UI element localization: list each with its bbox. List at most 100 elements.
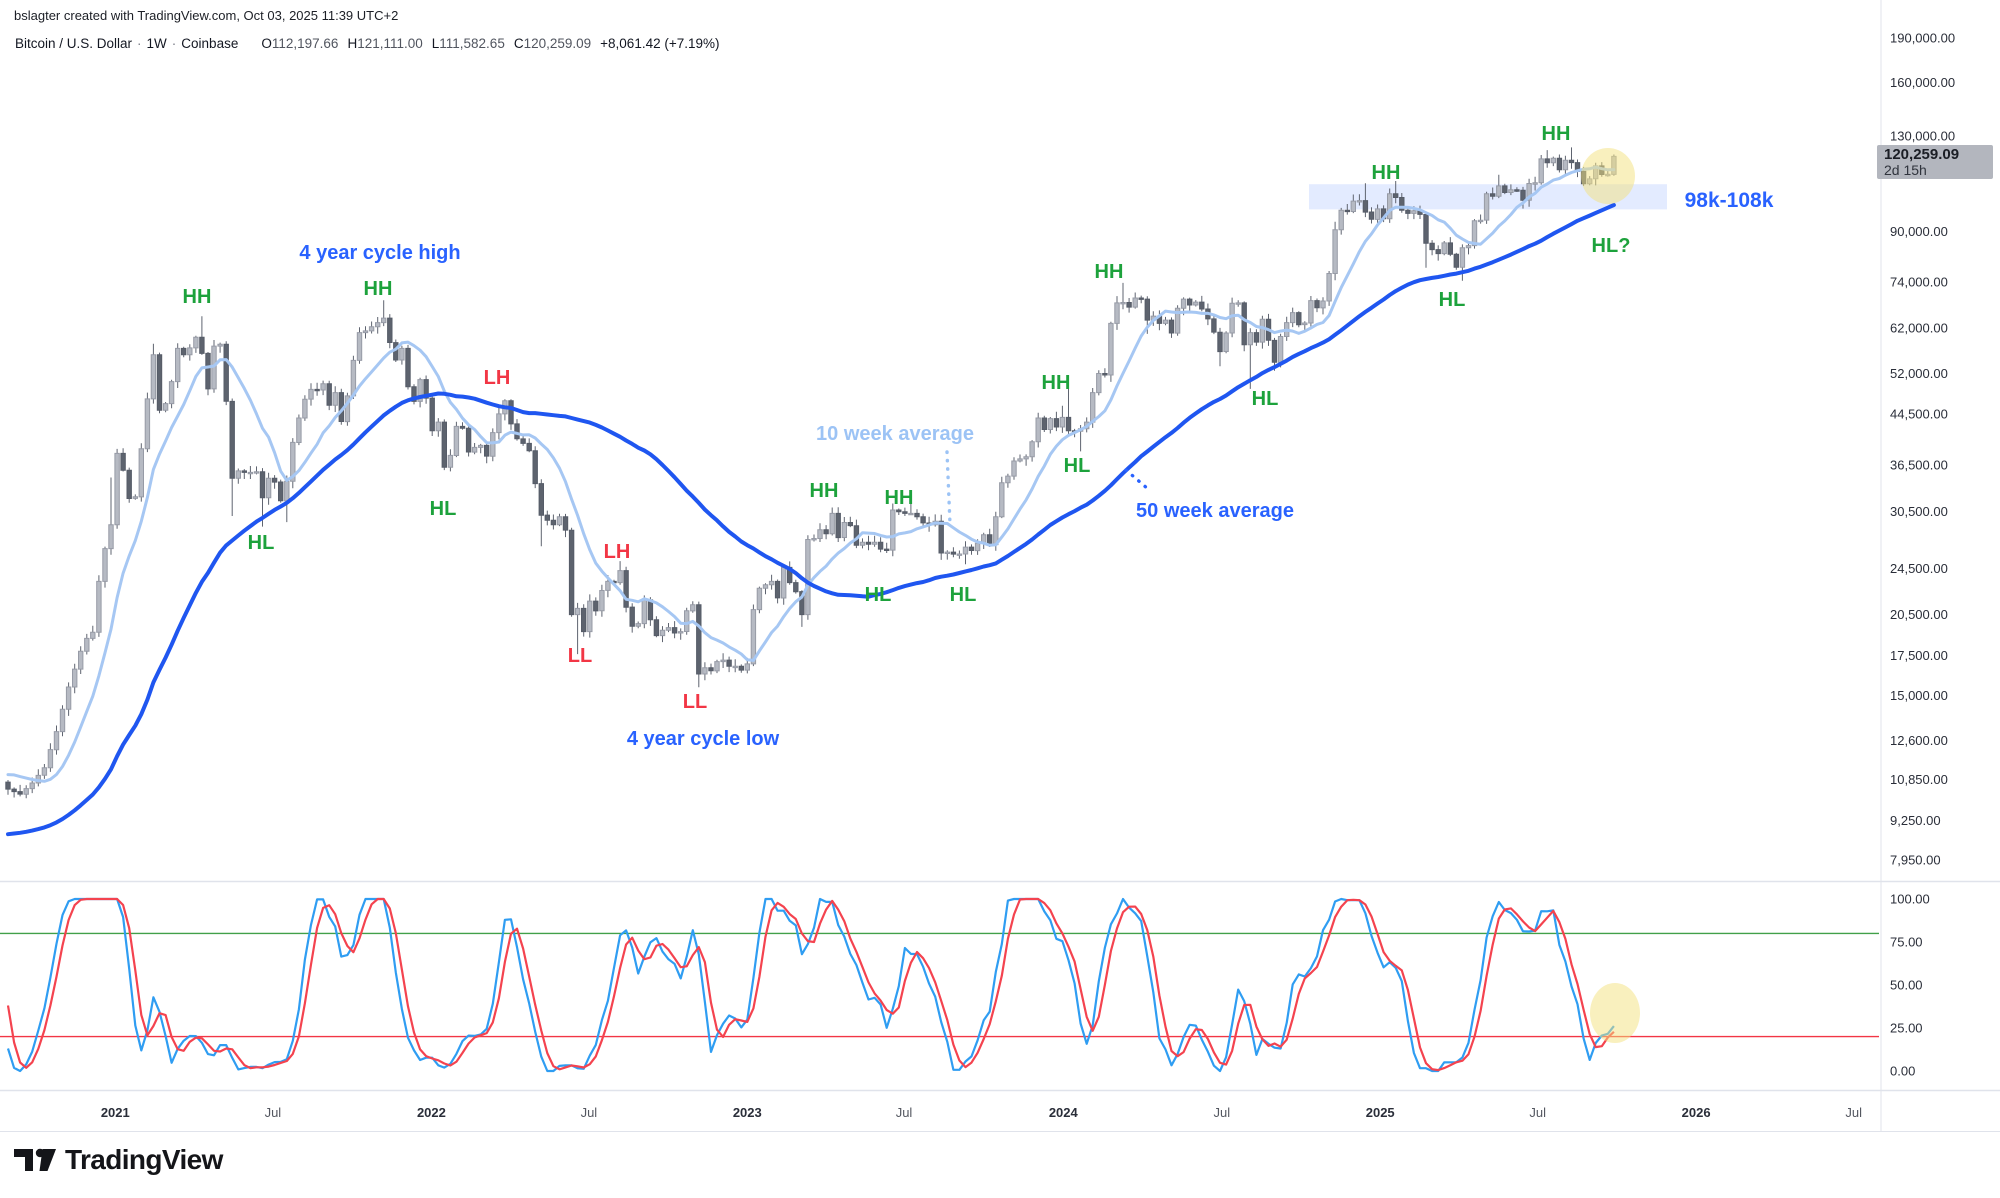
time-tick-2025: 2025 [1366, 1105, 1395, 1120]
current-price-label: 120,259.09 2d 15h [1877, 145, 1993, 179]
time-tick-jul: Jul [1213, 1105, 1230, 1120]
oscillator-tick: 0.00 [1890, 1064, 1915, 1079]
symbol-name: Bitcoin / U.S. Dollar [15, 36, 133, 51]
annotation-hh: HH [364, 278, 393, 300]
time-tick-jul: Jul [1845, 1105, 1862, 1120]
annotation-hl: HL [1439, 289, 1466, 311]
stoch-k-line [6, 897, 1615, 1073]
time-tick-2024: 2024 [1049, 1105, 1079, 1120]
tradingview-logo-icon [14, 1148, 56, 1171]
change-value: +8,061.42 (+7.19%) [600, 36, 720, 51]
annotation-ll: LL [683, 691, 707, 713]
time-tick-2022: 2022 [417, 1105, 446, 1120]
tradingview-logo[interactable]: TradingView [14, 1144, 223, 1176]
annotation-hl: HL [1252, 388, 1279, 410]
price-tick: 190,000.00 [1890, 30, 1955, 45]
price-tick: 15,000.00 [1890, 688, 1948, 703]
annotation-hl: HL [248, 532, 275, 554]
low-label: L [431, 36, 440, 51]
price-tick: 74,000.00 [1890, 275, 1948, 290]
annotation-hh: HH [810, 480, 839, 502]
annotation-lh: LH [484, 367, 511, 389]
attention-highlight-1 [1581, 148, 1635, 204]
time-tick-2021: 2021 [101, 1105, 130, 1120]
price-tick: 7,950.00 [1890, 852, 1941, 867]
price-tick: 90,000.00 [1890, 224, 1948, 239]
bar-countdown: 2d 15h [1884, 162, 1927, 178]
chart-annotations: HH 4 year cycle high HH HL LH HL LH LL LL 4 year … [183, 123, 1774, 750]
price-tick: 130,000.00 [1890, 129, 1955, 144]
price-tick: 9,250.00 [1890, 813, 1941, 828]
axes[interactable]: 190,000.00 160,000.00 130,000.00 90,000.00 7… [0, 0, 2000, 1132]
tradingview-logo-text: TradingView [65, 1144, 223, 1175]
oscillator-tick: 100.00 [1890, 892, 1930, 907]
annotation-50-week-average: 50 week average [1136, 500, 1294, 522]
annotation-hl: HL [1064, 455, 1091, 477]
attention-highlight-2 [1590, 983, 1640, 1043]
annotation-hh: HH [183, 286, 212, 308]
annotation-hh: HH [1095, 261, 1124, 283]
annotation-4-year-cycle-high: 4 year cycle high [299, 242, 460, 264]
time-tick-jul: Jul [1529, 1105, 1546, 1120]
annotation-hl: HL [865, 584, 892, 606]
zone-label: 98k-108k [1685, 189, 1774, 212]
oscillator-tick: 50.00 [1890, 978, 1923, 993]
time-tick-2023: 2023 [733, 1105, 762, 1120]
price-tick: 62,000.00 [1890, 320, 1948, 335]
watermark: bslagter created with TradingView.com, O… [14, 8, 399, 23]
annotation-hh: HH [1042, 372, 1071, 394]
open-value: 112,197.66 [271, 36, 339, 51]
highlight-circles [1581, 148, 1640, 1043]
interval: 1W [146, 36, 167, 51]
current-price: 120,259.09 [1884, 146, 1960, 163]
oscillator-tick: 75.00 [1890, 935, 1923, 950]
annotation-lh: LH [604, 541, 631, 563]
annotation-hh: HH [885, 487, 914, 509]
open-label: O [261, 36, 272, 51]
annotation-4-year-cycle-low: 4 year cycle low [627, 728, 780, 750]
annotation-hl: HL [950, 584, 977, 606]
stoch-d-line [6, 897, 1615, 1072]
annotation-hh: HH [1372, 162, 1401, 184]
price-tick: 24,500.00 [1890, 561, 1948, 576]
stochastic-pane [0, 897, 1879, 1073]
annotation-10-week-average: 10 week average [816, 423, 974, 445]
time-tick-jul: Jul [265, 1105, 282, 1120]
annotation-hl-: HL? [1592, 235, 1631, 257]
candlestick-series [5, 147, 1617, 799]
legend-separator: · [137, 36, 142, 51]
price-tick: 44,500.00 [1890, 406, 1948, 421]
high-value: 121,111.00 [357, 36, 423, 51]
ohlc-values: O112,197.66 H121,111.00 L111,582.65 C120,25… [252, 36, 719, 51]
price-tick: 10,850.00 [1890, 772, 1948, 787]
price-tick: 36,500.00 [1890, 458, 1948, 473]
oscillator-tick: 25.00 [1890, 1021, 1923, 1036]
close-label: C [513, 36, 524, 51]
ma-10-week-line [6, 165, 1616, 783]
price-tick: 17,500.00 [1890, 648, 1948, 663]
price-tick: 160,000.00 [1890, 75, 1955, 90]
symbol-legend[interactable]: Bitcoin / U.S. Dollar · 1W · Coinbase O112,19… [15, 36, 720, 51]
annotation-ll: LL [568, 645, 592, 667]
price-tick: 12,600.00 [1890, 733, 1948, 748]
close-value: 120,259.09 [523, 36, 592, 51]
price-tick: 52,000.00 [1890, 366, 1948, 381]
down-candle-bodies [5, 157, 1605, 795]
high-label: H [347, 36, 358, 51]
low-value: 111,582.65 [439, 36, 505, 51]
exchange: Coinbase [181, 36, 239, 51]
up-candle-bodies [23, 155, 1617, 795]
annotation-hh: HH [1542, 123, 1571, 145]
time-tick-jul: Jul [896, 1105, 913, 1120]
annotation-pointer-2 [1124, 468, 1150, 491]
annotation-pointer-1 [945, 450, 952, 526]
time-tick-jul: Jul [581, 1105, 598, 1120]
ma-50-week-line [6, 203, 1616, 837]
time-tick-2026: 2026 [1682, 1105, 1711, 1120]
price-tick: 30,500.00 [1890, 504, 1948, 519]
price-tick: 20,500.00 [1890, 607, 1948, 622]
moving-averages [6, 165, 1616, 837]
annotation-hl: HL [430, 498, 457, 520]
